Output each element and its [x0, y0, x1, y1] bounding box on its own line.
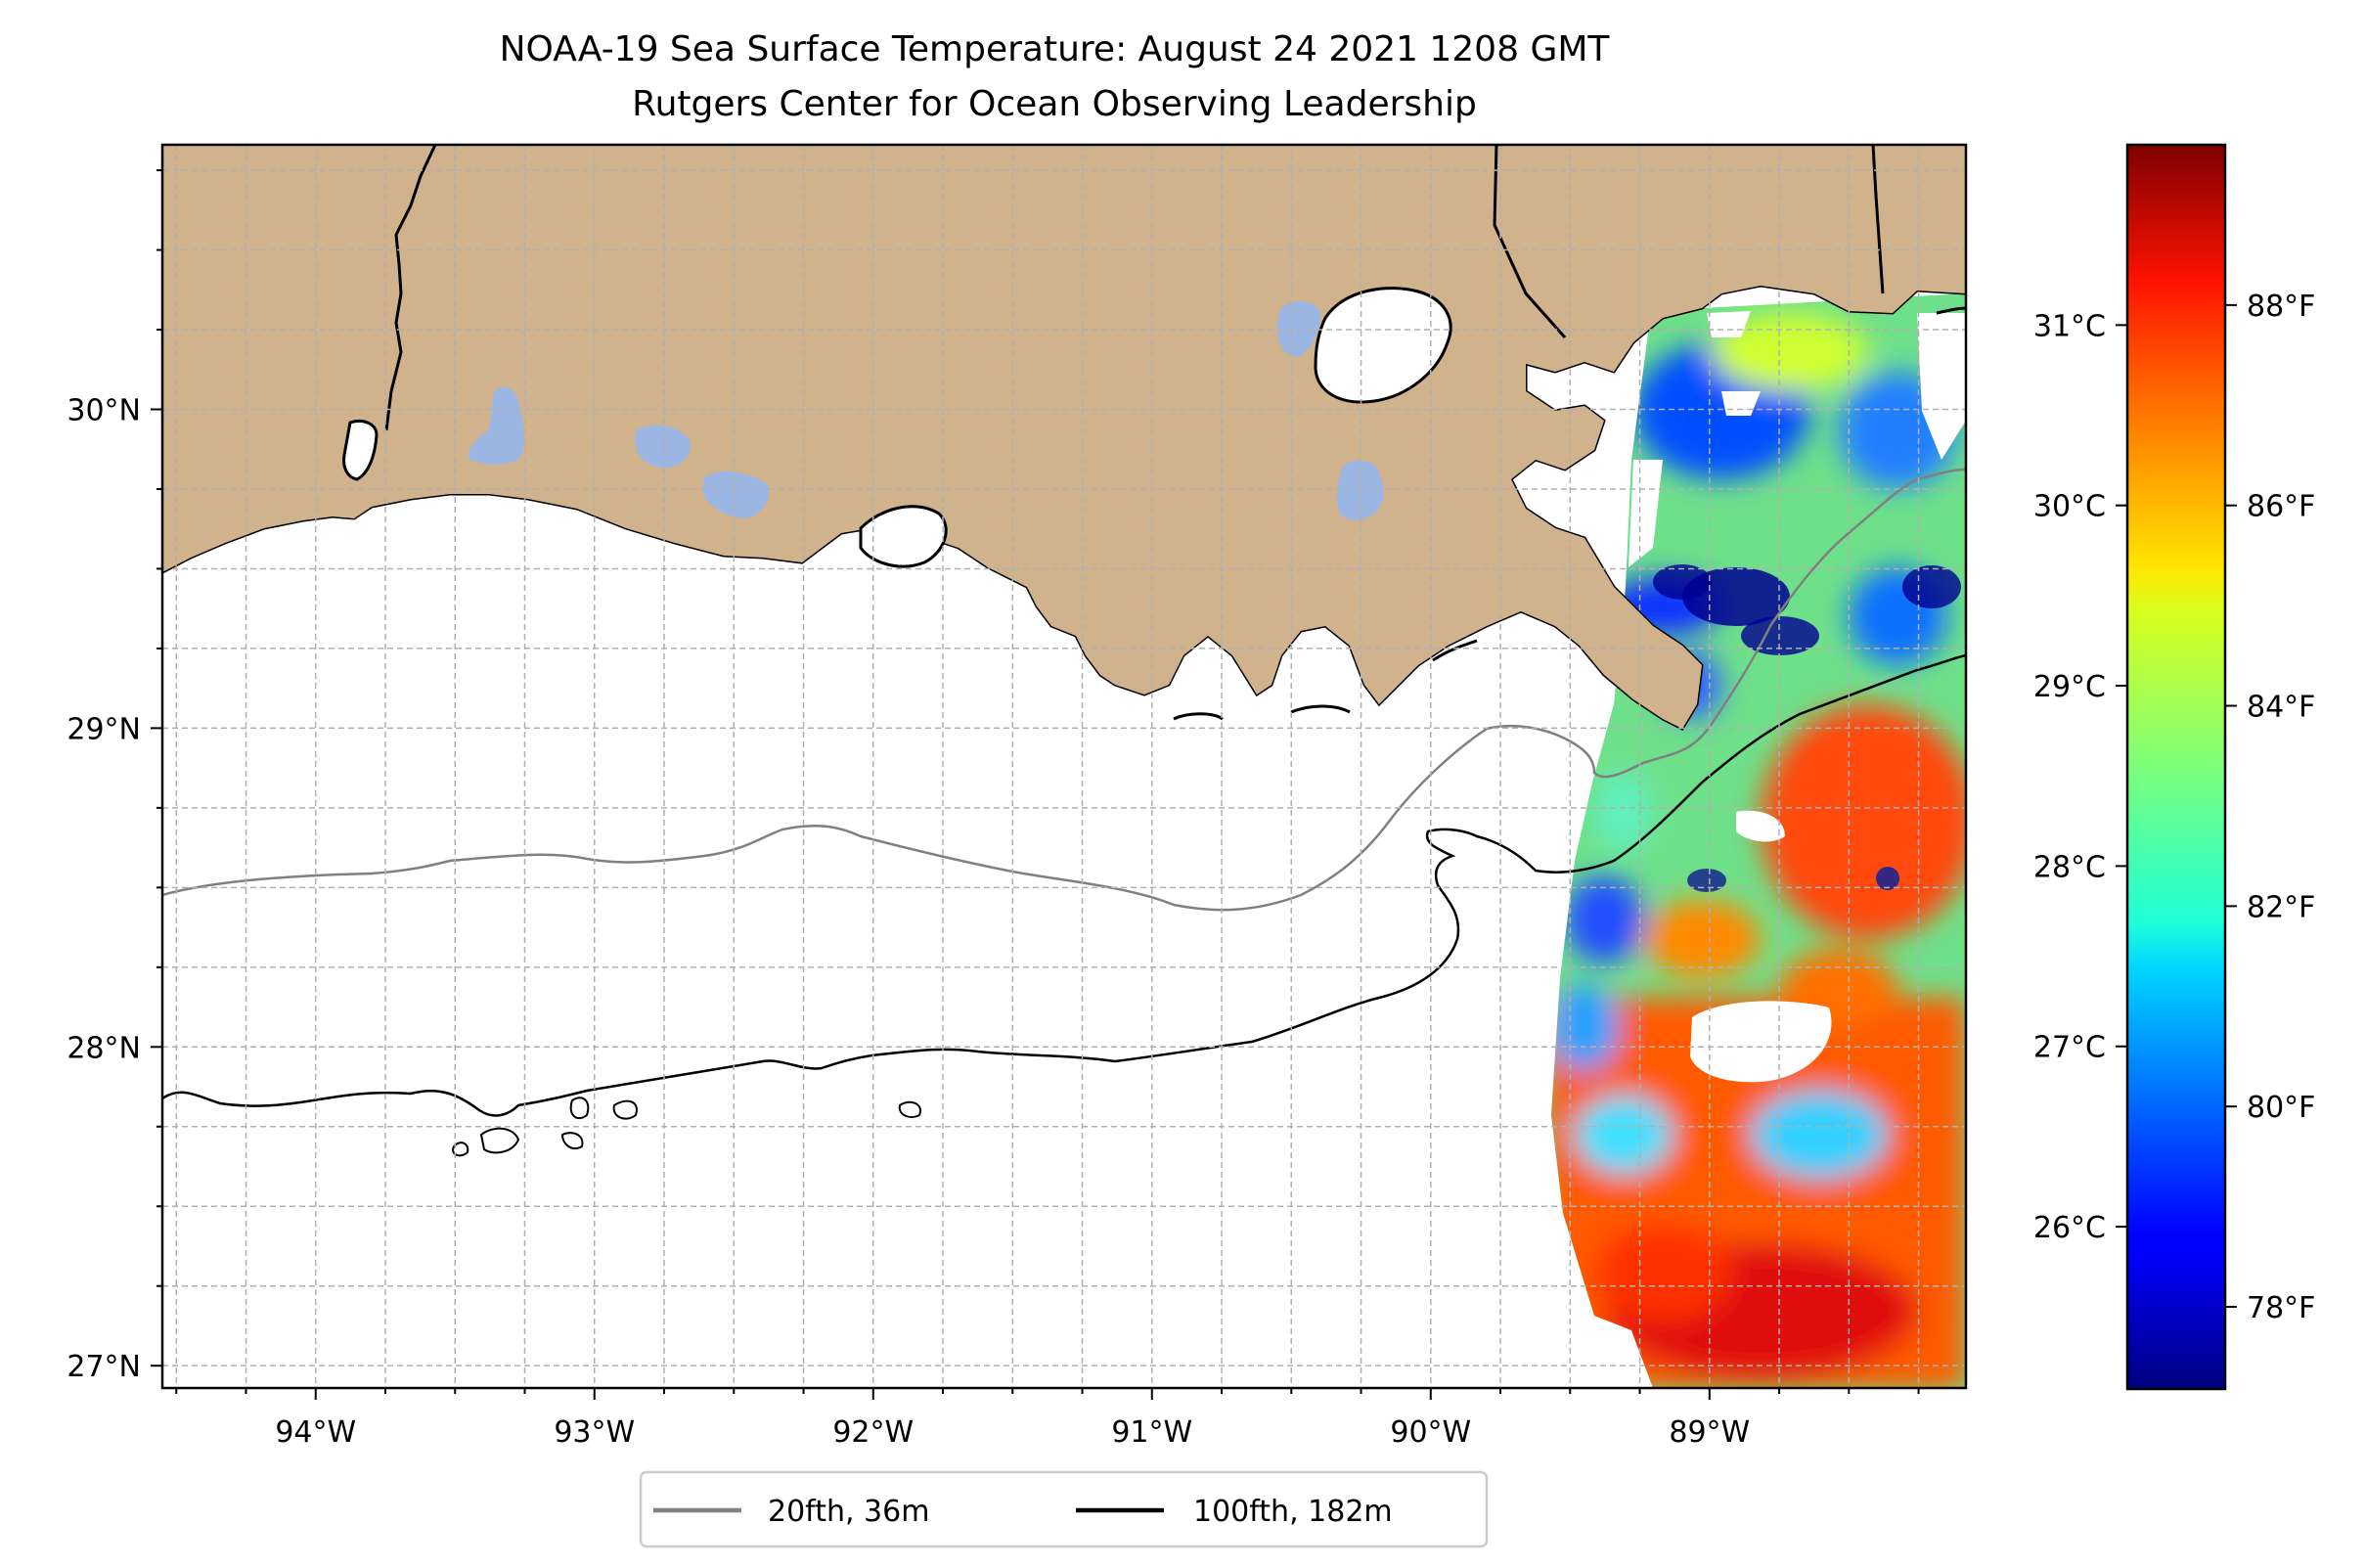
fahrenheit-tick-label: 80°F: [2247, 1091, 2315, 1125]
map-area: [162, 145, 1966, 1388]
lat-tick-label: 29°N: [67, 712, 141, 746]
legend-label-100fth: 100fth, 182m: [1193, 1495, 1393, 1529]
lon-tick-label: 89°W: [1669, 1415, 1750, 1450]
offshore-banks: [452, 1097, 921, 1157]
celsius-tick-label: 27°C: [2033, 1031, 2106, 1065]
contour-20fth: [162, 468, 1966, 912]
colorbar-fahrenheit-axis: 78°F 80°F 82°F 84°F 86°F 88°F: [2225, 290, 2315, 1325]
latitude-axis: 27°N 28°N 29°N 30°N: [67, 169, 162, 1384]
celsius-tick-label: 30°C: [2033, 490, 2106, 524]
lon-tick-label: 91°W: [1111, 1415, 1192, 1450]
fahrenheit-tick-label: 78°F: [2247, 1291, 2315, 1325]
lat-tick-label: 28°N: [67, 1031, 141, 1065]
land-mass: [162, 145, 1966, 731]
contour-100fth: [162, 653, 1966, 1117]
longitude-axis: 94°W 93°W 92°W 91°W 90°W 89°W: [175, 1388, 1920, 1450]
fahrenheit-tick-label: 86°F: [2247, 490, 2315, 524]
legend-box: [639, 1470, 1489, 1548]
lon-tick-label: 94°W: [275, 1415, 356, 1450]
colorbar-celsius-axis: 26°C 27°C 28°C 29°C 30°C 31°C: [2033, 309, 2127, 1245]
fahrenheit-tick-label: 82°F: [2247, 890, 2315, 924]
celsius-tick-label: 29°C: [2033, 670, 2106, 704]
celsius-tick-label: 26°C: [2033, 1211, 2106, 1245]
map-gridlines: [162, 145, 1966, 1388]
legend: 20fth, 36m 100fth, 182m: [639, 1470, 1489, 1548]
map-frame: [160, 143, 1968, 1390]
lon-tick-label: 93°W: [554, 1415, 635, 1450]
legend-label-20fth: 20fth, 36m: [768, 1495, 929, 1529]
celsius-tick-label: 31°C: [2033, 309, 2106, 343]
fahrenheit-tick-label: 84°F: [2247, 691, 2315, 725]
lat-tick-label: 30°N: [67, 393, 141, 427]
lon-tick-label: 92°W: [832, 1415, 914, 1450]
colorbar-gradient: [2125, 143, 2227, 1391]
lat-tick-label: 27°N: [67, 1350, 141, 1384]
sst-swath: [1551, 293, 1966, 1388]
colorbar: 26°C 27°C 28°C 29°C 30°C 31°C 78°F 80°F 82°F 84°…: [2033, 143, 2315, 1391]
celsius-tick-label: 28°C: [2033, 850, 2106, 884]
map-title: NOAA-19 Sea Surface Temperature: August …: [500, 29, 1611, 69]
map-subtitle: Rutgers Center for Ocean Observing Leade…: [632, 84, 1477, 124]
lon-tick-label: 90°W: [1390, 1415, 1471, 1450]
fahrenheit-tick-label: 88°F: [2247, 290, 2315, 324]
